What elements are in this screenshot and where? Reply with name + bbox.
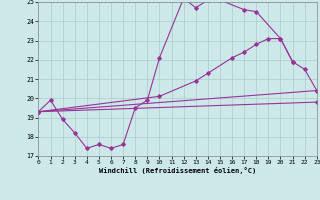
X-axis label: Windchill (Refroidissement éolien,°C): Windchill (Refroidissement éolien,°C): [99, 167, 256, 174]
